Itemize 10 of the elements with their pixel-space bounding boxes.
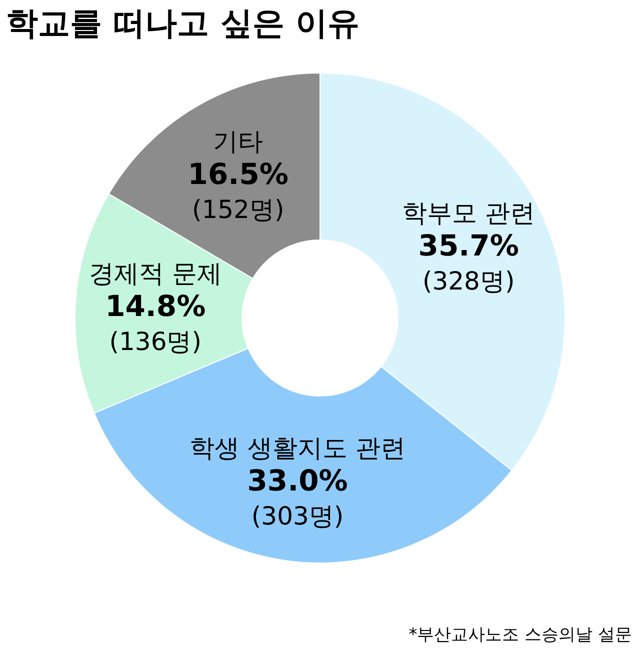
slice-label: 학생 생활지도 관련 [190, 433, 406, 462]
data-label: 14.8% (136명) [105, 289, 206, 356]
slice-label: 학부모 관련 [402, 198, 536, 228]
data-label: 33.0% (303명) [247, 463, 348, 530]
slice-label: 경제적 문제 [88, 259, 222, 288]
slice-label: 기타 [213, 126, 264, 156]
text: *부산교사노조 스승의날 설문 [408, 625, 632, 645]
chart-title: 학교를 떠나고 싶은 이유 [6, 4, 360, 42]
data-label: 16.5% (152명) [188, 156, 288, 224]
data-label: 35.7% (328명) [418, 228, 519, 296]
